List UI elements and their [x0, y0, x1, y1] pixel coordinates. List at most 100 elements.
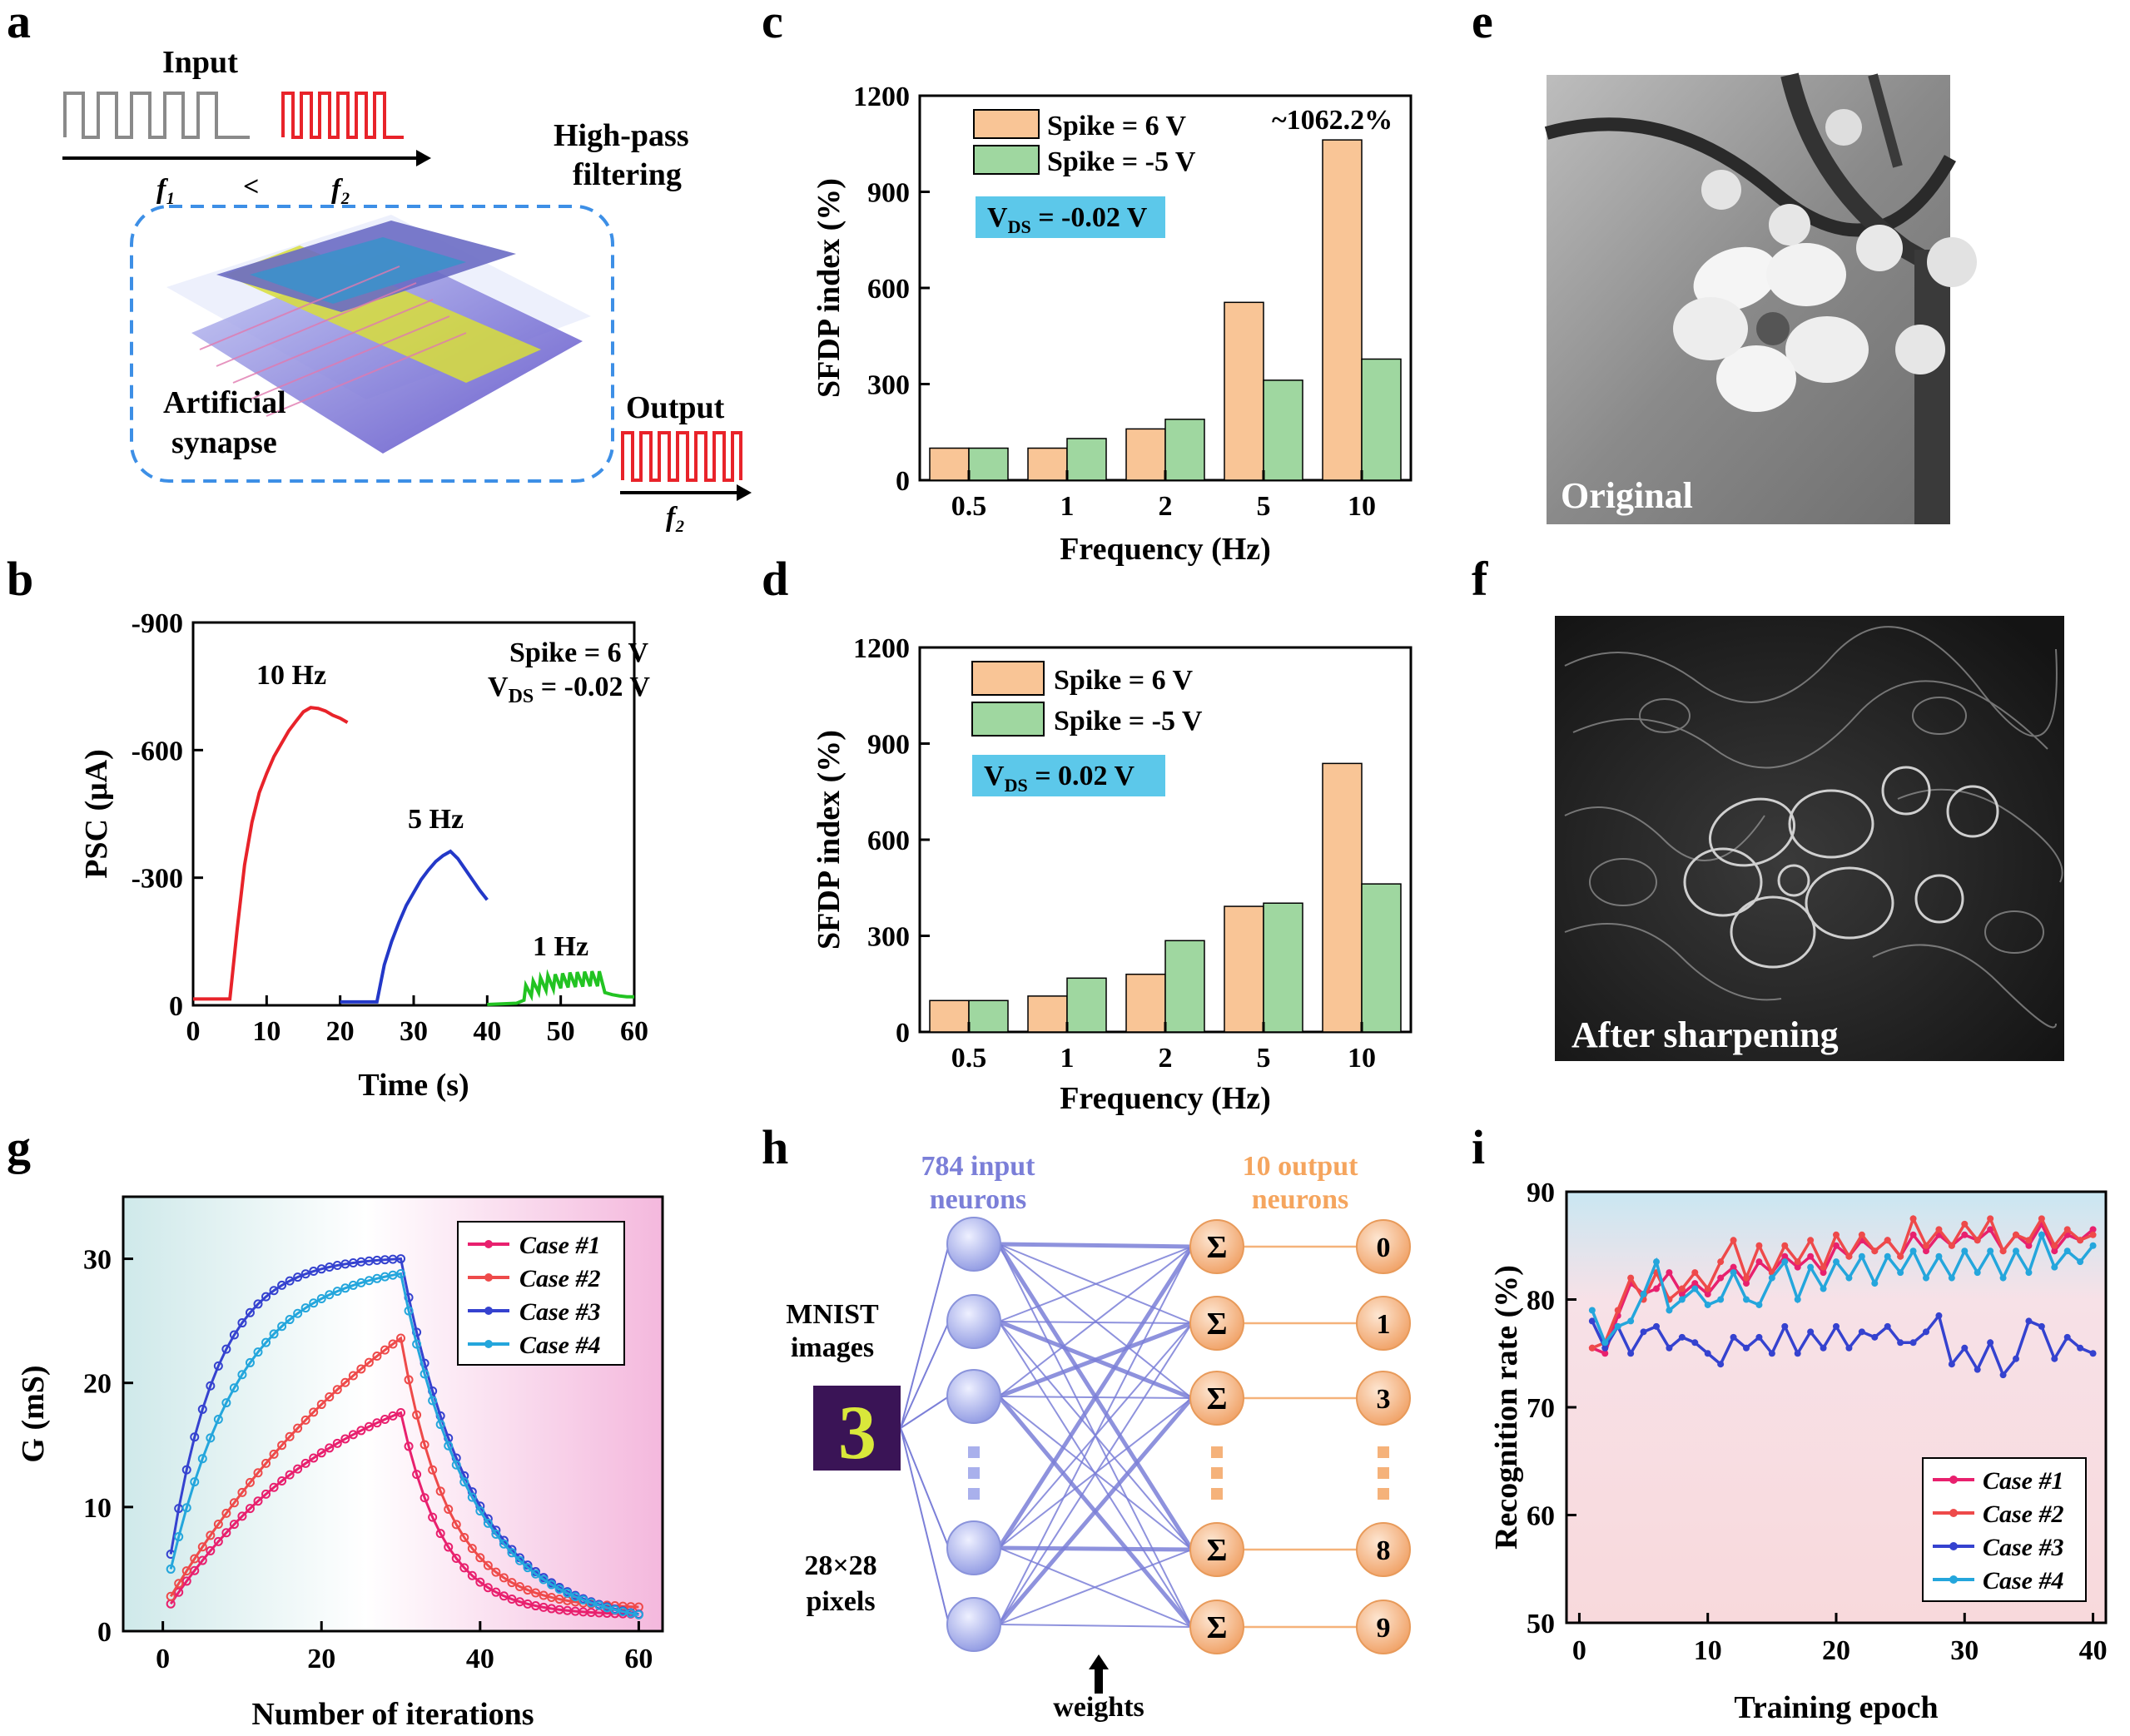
- data-point: [174, 1532, 184, 1542]
- lattice-lines: [199, 265, 467, 417]
- data-point: [197, 1454, 207, 1464]
- data-point: [253, 1299, 263, 1309]
- mnist-image: [813, 1386, 901, 1471]
- data-point: [1640, 1328, 1647, 1336]
- high-pass-label: High-pass: [554, 118, 689, 153]
- data-point: [602, 1603, 612, 1613]
- data-point: [412, 1339, 422, 1349]
- data-point: [2089, 1350, 2097, 1357]
- data-point: [1704, 1301, 1711, 1308]
- data-point: [1999, 1274, 2007, 1282]
- data-point: [300, 1303, 310, 1313]
- input-link: [900, 1243, 950, 1429]
- data-point: [285, 1315, 295, 1325]
- data-point: [1871, 1280, 1879, 1287]
- data-point: [197, 1542, 207, 1552]
- data-point: [1601, 1339, 1609, 1347]
- output-neuron: [1356, 1296, 1411, 1351]
- vds-box: [976, 196, 1165, 238]
- data-point: [237, 1511, 247, 1521]
- data-point: [277, 1441, 287, 1451]
- data-point: [483, 1583, 493, 1593]
- data-point: [1627, 1274, 1635, 1282]
- data-point: [1691, 1269, 1699, 1277]
- data-point: [2063, 1247, 2071, 1255]
- data-point: [316, 1264, 326, 1274]
- x-tick-label: 0: [186, 1016, 201, 1047]
- series-line: [1591, 1312, 2094, 1378]
- data-point: [1935, 1312, 1943, 1319]
- data-point: [213, 1415, 223, 1425]
- x-tick-label: 5: [1257, 491, 1271, 522]
- data-point: [531, 1588, 541, 1598]
- input-neuron: [946, 1294, 1001, 1349]
- data-point: [340, 1377, 350, 1387]
- bar: [1263, 902, 1303, 1033]
- y-tick-label: 60: [1527, 1501, 1555, 1532]
- y-tick-label: 900: [867, 730, 910, 761]
- ellipsis-dot: [1378, 1488, 1389, 1500]
- photo-caption: Original: [1561, 475, 1693, 516]
- data-point: [1909, 1339, 1917, 1347]
- bars-group: [929, 139, 1402, 481]
- y-ticks: 0 10 20 30: [83, 1245, 133, 1648]
- data-point: [459, 1532, 469, 1542]
- data-point: [475, 1577, 485, 1587]
- data-point: [467, 1570, 477, 1580]
- ellipsis-dot: [1378, 1467, 1389, 1479]
- data-point: [1653, 1322, 1660, 1330]
- data-point: [181, 1566, 191, 1576]
- legend-swatch-6v: [971, 661, 1045, 696]
- x-tick-label: 30: [1950, 1635, 1979, 1666]
- y-tick-label: 0: [169, 991, 183, 1022]
- data-point: [467, 1544, 477, 1554]
- data-point: [459, 1563, 469, 1573]
- data-point: [1909, 1231, 1917, 1238]
- bud: [1825, 109, 1862, 146]
- data-point: [554, 1584, 564, 1594]
- data-point: [1666, 1344, 1673, 1352]
- x-tick-label: 40: [473, 1016, 501, 1047]
- data-point: [1961, 1231, 1969, 1238]
- series-line: [487, 969, 634, 1006]
- data-point: [1845, 1252, 1853, 1260]
- data-point: [1935, 1252, 1943, 1260]
- data-point: [245, 1357, 255, 1367]
- data-point: [1923, 1242, 1929, 1249]
- data-point: [1897, 1252, 1904, 1260]
- data-point: [221, 1508, 231, 1518]
- data-point: [221, 1398, 231, 1408]
- weight-link: [998, 1242, 1193, 1249]
- sum-symbol: Σ: [1207, 1307, 1228, 1342]
- data-point: [435, 1420, 445, 1430]
- output-digit: 8: [1377, 1535, 1391, 1566]
- sum-symbol: Σ: [1207, 1381, 1228, 1416]
- y-axis-label: G (mS): [16, 1365, 51, 1462]
- data-point: [213, 1536, 223, 1546]
- weight-link: [998, 1545, 1193, 1552]
- data-point: [364, 1421, 374, 1431]
- y-tick-label: 50: [1527, 1609, 1555, 1639]
- panel-g-conductance-chart: 0 20 40 60 0 10 20 30 Number of iterations G (…: [16, 1195, 664, 1732]
- data-point: [507, 1595, 517, 1605]
- data-point: [190, 1554, 200, 1564]
- y-tick-label: -900: [132, 608, 183, 639]
- data-point: [348, 1280, 358, 1290]
- data-point: [1935, 1226, 1943, 1233]
- top-gate-layer: [250, 237, 466, 304]
- data-point: [1833, 1242, 1840, 1249]
- input-link: [900, 1427, 950, 1625]
- output-label: Output: [626, 390, 725, 425]
- bar: [1322, 762, 1363, 1033]
- data-point: [404, 1306, 414, 1316]
- data-point: [364, 1357, 374, 1367]
- data-point: [428, 1465, 438, 1475]
- legend-marker: [484, 1340, 493, 1348]
- data-point: [2063, 1333, 2071, 1341]
- y-tick-label: -300: [132, 864, 183, 895]
- data-point: [2051, 1247, 2058, 1255]
- data-point: [380, 1345, 390, 1355]
- data-point: [1717, 1258, 1725, 1266]
- data-point: [2077, 1344, 2084, 1352]
- bar: [1125, 973, 1166, 1033]
